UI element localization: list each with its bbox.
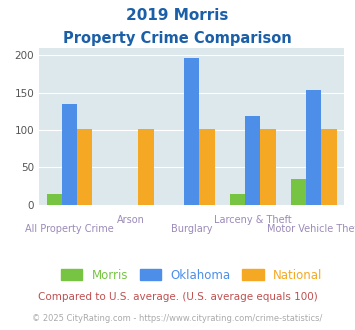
- Bar: [322, 129, 337, 205]
- Bar: [306, 90, 322, 205]
- Text: Arson: Arson: [117, 215, 144, 225]
- Text: 2019 Morris: 2019 Morris: [126, 8, 229, 23]
- Bar: [62, 104, 77, 205]
- Legend: Morris, Oklahoma, National: Morris, Oklahoma, National: [56, 264, 327, 286]
- Text: All Property Crime: All Property Crime: [25, 224, 114, 234]
- Bar: [138, 129, 153, 205]
- Bar: [261, 129, 275, 205]
- Bar: [47, 194, 62, 205]
- Bar: [291, 179, 306, 205]
- Text: Burglary: Burglary: [171, 224, 212, 234]
- Bar: [245, 116, 261, 205]
- Text: Compared to U.S. average. (U.S. average equals 100): Compared to U.S. average. (U.S. average …: [38, 292, 317, 302]
- Text: © 2025 CityRating.com - https://www.cityrating.com/crime-statistics/: © 2025 CityRating.com - https://www.city…: [32, 314, 323, 323]
- Text: Property Crime Comparison: Property Crime Comparison: [63, 31, 292, 46]
- Text: Motor Vehicle Theft: Motor Vehicle Theft: [267, 224, 355, 234]
- Bar: [77, 129, 92, 205]
- Bar: [200, 129, 214, 205]
- Text: Larceny & Theft: Larceny & Theft: [214, 215, 292, 225]
- Bar: [184, 57, 200, 205]
- Bar: [230, 194, 245, 205]
